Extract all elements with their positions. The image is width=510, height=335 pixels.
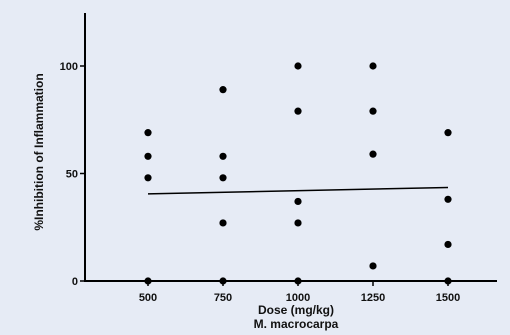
x-tick-label: 500 bbox=[139, 292, 157, 304]
data-point bbox=[219, 219, 227, 227]
data-point bbox=[219, 86, 227, 94]
data-point bbox=[369, 107, 377, 115]
data-point bbox=[219, 174, 227, 182]
x-tick-label: 750 bbox=[214, 292, 232, 304]
y-axis-label: %Inhibition of Inflammation bbox=[32, 73, 46, 230]
data-point bbox=[144, 152, 152, 160]
axes bbox=[84, 13, 497, 282]
data-point bbox=[444, 195, 452, 203]
data-points bbox=[144, 62, 452, 285]
data-point bbox=[144, 277, 152, 285]
trend-line bbox=[147, 186, 449, 195]
x-tick-label: 1250 bbox=[361, 292, 385, 304]
data-point bbox=[369, 62, 377, 70]
data-point bbox=[294, 277, 302, 285]
data-point bbox=[144, 174, 152, 182]
y-tick-label: 50 bbox=[66, 169, 78, 181]
data-point bbox=[444, 240, 452, 249]
x-axis-sublabel: M. macrocarpa bbox=[254, 317, 339, 331]
data-point bbox=[294, 62, 302, 70]
data-point bbox=[294, 107, 302, 115]
y-tick-label: 0 bbox=[72, 276, 78, 288]
x-axis-label: Dose (mg/kg) bbox=[258, 303, 334, 317]
data-point bbox=[444, 277, 452, 285]
y-ticks: 0 50 100 bbox=[60, 61, 85, 288]
data-point bbox=[144, 129, 152, 137]
y-tick-label: 100 bbox=[60, 61, 78, 73]
data-point bbox=[219, 152, 227, 160]
data-point bbox=[219, 277, 227, 285]
data-point bbox=[369, 150, 377, 158]
x-ticks: 500 750 1000 1250 1500 bbox=[139, 281, 460, 304]
data-point bbox=[294, 219, 302, 227]
data-point bbox=[369, 262, 377, 270]
trend-line-group bbox=[147, 186, 449, 195]
data-point bbox=[294, 197, 302, 206]
x-tick-label: 1500 bbox=[436, 292, 460, 304]
data-point bbox=[444, 129, 452, 137]
x-tick-label: 1000 bbox=[286, 292, 310, 304]
